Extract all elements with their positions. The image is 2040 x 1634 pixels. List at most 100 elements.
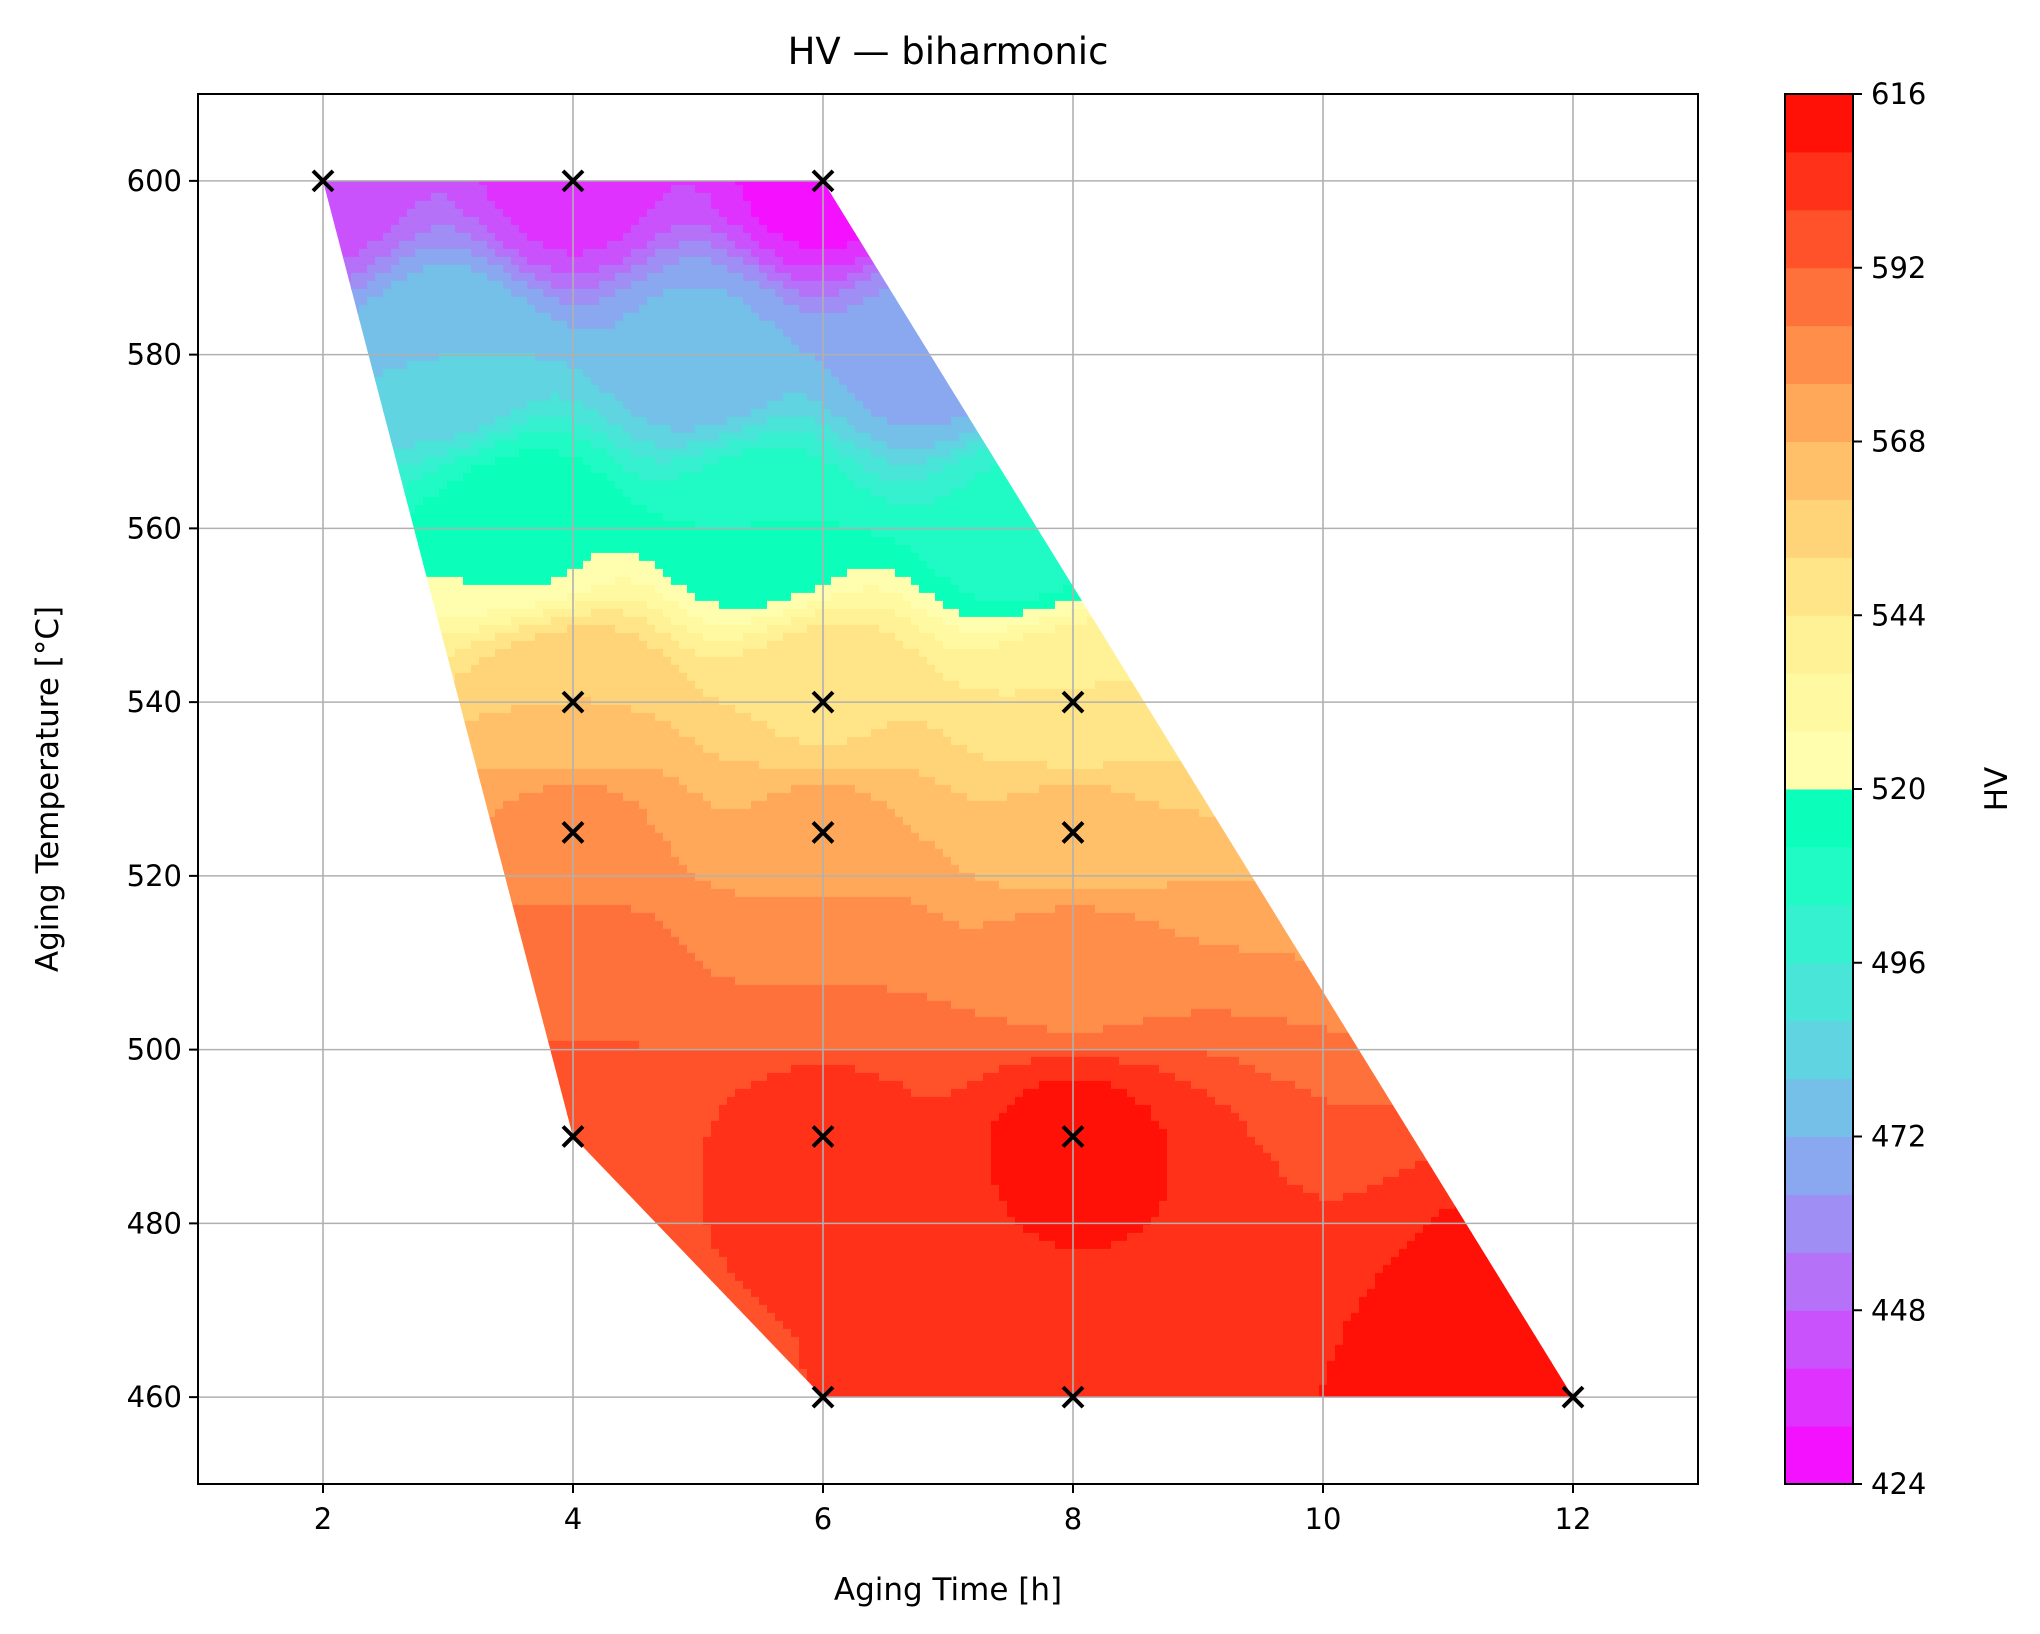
contour-cell	[1479, 408, 1488, 418]
contour-cell	[711, 248, 720, 258]
contour-cell	[519, 264, 528, 274]
contour-cell	[511, 264, 520, 274]
contour-cell	[1119, 232, 1128, 242]
contour-cell	[751, 400, 760, 410]
contour-cell	[575, 336, 584, 346]
contour-cell	[567, 304, 576, 314]
contour-cell	[799, 216, 808, 226]
contour-cell	[1559, 416, 1568, 426]
contour-cell	[1191, 288, 1200, 298]
contour-cell	[1343, 416, 1352, 426]
contour-cell	[1127, 216, 1136, 226]
contour-cell	[775, 192, 784, 202]
contour-cell	[831, 320, 840, 330]
contour-cell	[999, 424, 1008, 434]
contour-cell	[1207, 336, 1216, 346]
contour-cell	[839, 320, 848, 330]
contour-cell	[719, 328, 728, 338]
contour-cell	[1231, 328, 1240, 338]
contour-cell	[1415, 328, 1424, 338]
contour-cell	[943, 240, 952, 250]
contour-cell	[1359, 192, 1368, 202]
contour-cell	[1103, 280, 1112, 290]
contour-cell	[375, 336, 384, 346]
contour-cell	[1191, 280, 1200, 290]
contour-cell	[359, 344, 368, 354]
contour-cell	[1183, 400, 1192, 410]
contour-cell	[967, 296, 976, 306]
contour-cell	[1151, 328, 1160, 338]
contour-cell	[1383, 192, 1392, 202]
contour-cell	[1399, 368, 1408, 378]
contour-cell	[1487, 288, 1496, 298]
contour-cell	[455, 264, 464, 274]
contour-cell	[583, 416, 592, 426]
contour-cell	[671, 384, 680, 394]
contour-cell	[719, 344, 728, 354]
contour-cell	[495, 192, 504, 202]
contour-cell	[1399, 384, 1408, 394]
contour-cell	[407, 232, 416, 242]
contour-cell	[1263, 312, 1272, 322]
contour-cell	[783, 336, 792, 346]
contour-cell	[943, 304, 952, 314]
contour-cell	[543, 216, 552, 226]
contour-cell	[1159, 288, 1168, 298]
contour-cell	[1367, 328, 1376, 338]
contour-cell	[1511, 240, 1520, 250]
contour-cell	[583, 320, 592, 330]
contour-cell	[1567, 264, 1573, 274]
contour-cell	[1407, 304, 1416, 314]
contour-cell	[359, 184, 368, 194]
contour-cell	[1023, 344, 1032, 354]
contour-cell	[967, 304, 976, 314]
contour-cell	[639, 352, 648, 362]
contour-cell	[607, 232, 616, 242]
contour-cell	[1423, 272, 1432, 282]
contour-cell	[815, 336, 824, 346]
contour-cell	[1455, 344, 1464, 354]
contour-cell	[695, 352, 704, 362]
contour-cell	[1183, 392, 1192, 402]
contour-cell	[1159, 224, 1168, 234]
contour-cell	[727, 392, 736, 402]
contour-cell	[767, 304, 776, 314]
contour-cell	[327, 400, 336, 410]
contour-cell	[1031, 304, 1040, 314]
contour-cell	[991, 384, 1000, 394]
contour-cell	[1559, 232, 1568, 242]
contour-cell	[375, 384, 384, 394]
contour-cell	[647, 288, 656, 298]
contour-cell	[1423, 264, 1432, 274]
contour-cell	[567, 288, 576, 298]
contour-cell	[655, 368, 664, 378]
contour-cell	[919, 344, 928, 354]
contour-cell	[1287, 360, 1296, 370]
contour-cell	[1159, 184, 1168, 194]
contour-cell	[1127, 288, 1136, 298]
contour-cell	[719, 368, 728, 378]
contour-cell	[855, 272, 864, 282]
contour-cell	[951, 184, 960, 194]
contour-cell	[671, 312, 680, 322]
contour-cell	[1551, 288, 1560, 298]
contour-cell	[863, 208, 872, 218]
contour-cell	[1311, 288, 1320, 298]
contour-cell	[1079, 376, 1088, 386]
contour-cell	[1519, 208, 1528, 218]
contour-cell	[1007, 264, 1016, 274]
contour-cell	[775, 304, 784, 314]
contour-cell	[919, 336, 928, 346]
contour-cell	[1039, 416, 1048, 426]
contour-cell	[439, 280, 448, 290]
contour-cell	[1535, 280, 1544, 290]
contour-cell	[647, 272, 656, 282]
contour-cell	[1015, 248, 1024, 258]
contour-cell	[551, 360, 560, 370]
contour-cell	[1095, 384, 1104, 394]
contour-cell	[967, 264, 976, 274]
contour-cell	[1271, 376, 1280, 386]
contour-cell	[503, 368, 512, 378]
contour-cell	[991, 208, 1000, 218]
contour-cell	[1247, 304, 1256, 314]
